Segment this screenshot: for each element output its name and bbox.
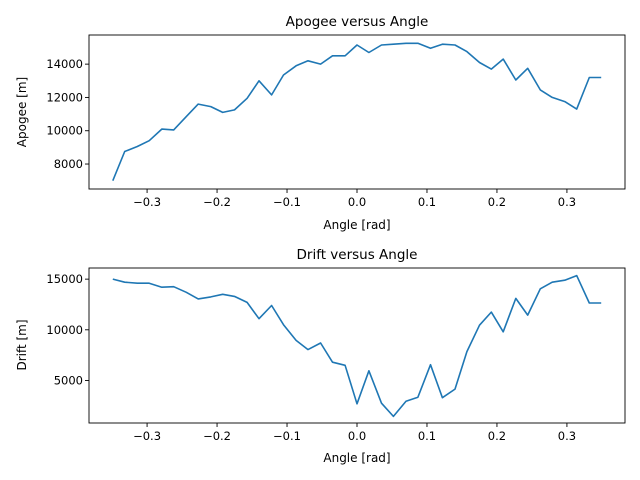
x-axis-label: Angle [rad]	[323, 218, 390, 232]
y-axis-label: Apogee [m]	[15, 77, 29, 147]
y-tick-label: 8000	[54, 157, 83, 171]
y-tick-label: 5000	[54, 373, 83, 387]
x-tick-label: 0.0	[348, 429, 366, 443]
x-tick-label: −0.1	[273, 429, 301, 443]
x-tick-label: 0.3	[558, 195, 576, 209]
x-tick-label: 0.0	[348, 195, 366, 209]
x-tick-label: −0.2	[203, 195, 231, 209]
apogee-chart: Apogee versus Angle Angle [rad] Apogee […	[15, 14, 626, 232]
axes-frame	[88, 267, 626, 424]
x-tick-label: −0.2	[203, 429, 231, 443]
x-tick-label: 0.3	[558, 429, 576, 443]
series-line	[112, 42, 602, 182]
drift-chart: Drift versus Angle Angle [rad] Drift [m]…	[15, 247, 626, 465]
x-tick-label: −0.3	[133, 429, 161, 443]
series-line	[112, 274, 602, 418]
x-tick-label: 0.1	[418, 429, 436, 443]
x-tick-label: 0.1	[418, 195, 436, 209]
x-axis-label: Angle [rad]	[323, 451, 390, 465]
y-tick-label: 10000	[46, 124, 83, 138]
y-tick-label: 10000	[46, 323, 83, 337]
chart-title: Drift versus Angle	[297, 247, 418, 263]
x-tick-label: 0.2	[488, 195, 506, 209]
y-tick-label: 12000	[46, 90, 83, 104]
y-tick-label: 14000	[46, 57, 83, 71]
axes-frame	[88, 34, 626, 190]
chart-title: Apogee versus Angle	[286, 14, 429, 30]
x-tick-label: −0.3	[133, 195, 161, 209]
y-tick-label: 15000	[46, 272, 83, 286]
y-axis-label: Drift [m]	[15, 319, 29, 370]
x-tick-label: 0.2	[488, 429, 506, 443]
x-tick-label: −0.1	[273, 195, 301, 209]
